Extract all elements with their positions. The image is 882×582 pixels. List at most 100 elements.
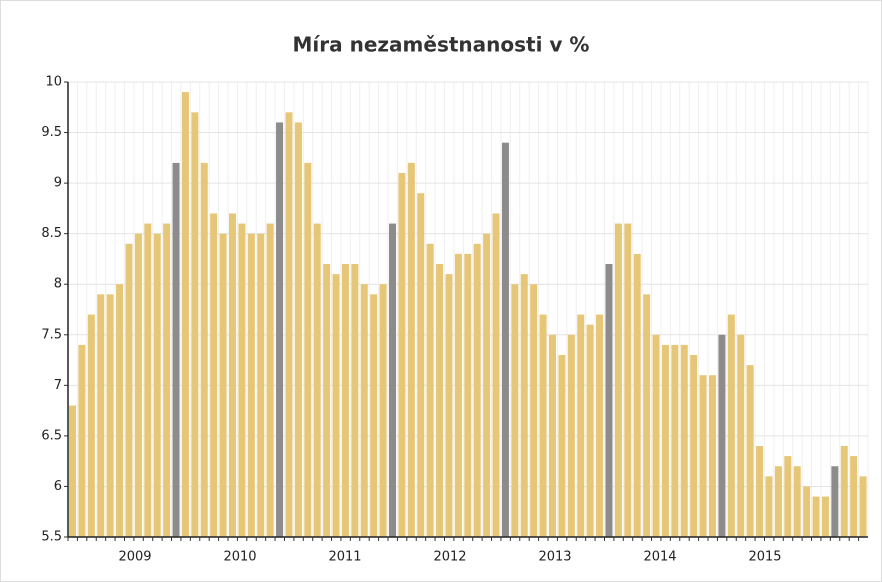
bar (454, 253, 462, 537)
bar (313, 223, 321, 538)
bar (153, 233, 161, 537)
bar (840, 446, 848, 537)
bar (596, 314, 604, 537)
bar (784, 456, 792, 537)
bar (690, 355, 698, 537)
y-tick-label: 9 (54, 176, 62, 191)
bar (229, 213, 237, 537)
bar (473, 243, 481, 537)
bar (116, 284, 124, 537)
bar (567, 334, 575, 537)
bar (718, 334, 726, 537)
bar (709, 375, 717, 537)
bar (304, 162, 312, 537)
bar (483, 233, 491, 537)
bar (247, 233, 255, 537)
bar (360, 284, 368, 537)
bar (106, 294, 114, 537)
y-tick-label: 10 (45, 75, 62, 90)
bar (624, 223, 632, 538)
bar (323, 264, 331, 537)
bar (746, 365, 754, 537)
bar (266, 223, 274, 538)
bar (389, 223, 397, 538)
bar (699, 375, 707, 537)
bar (492, 213, 500, 537)
x-tick-label: 2011 (328, 550, 361, 565)
bar (285, 112, 293, 537)
bar (577, 314, 585, 537)
x-tick-label: 2012 (433, 550, 466, 565)
bar (539, 314, 547, 537)
bar (803, 486, 811, 537)
bar (558, 355, 566, 537)
bar (614, 223, 622, 538)
bar (257, 233, 265, 537)
bar (69, 405, 77, 537)
bar (850, 456, 858, 537)
bar (586, 324, 594, 537)
bar (859, 476, 867, 537)
bar (276, 122, 284, 537)
bar (774, 466, 782, 537)
bar (294, 122, 302, 537)
bar (172, 162, 180, 537)
bar (501, 142, 509, 537)
bar (134, 233, 142, 537)
bar (756, 446, 764, 537)
bar (661, 344, 669, 537)
bar (181, 92, 189, 537)
bar (163, 223, 171, 538)
bar (671, 344, 679, 537)
bar (210, 213, 218, 537)
bar (530, 284, 538, 537)
bar (511, 284, 519, 537)
y-tick-label: 9.5 (41, 125, 62, 140)
y-tick-label: 7 (54, 378, 62, 393)
bar (78, 344, 86, 537)
y-tick-label: 6.5 (41, 428, 62, 443)
bar (727, 314, 735, 537)
bar (370, 294, 378, 537)
y-tick-label: 5.5 (41, 530, 62, 545)
bar (200, 162, 208, 537)
bar (238, 223, 246, 538)
bar (351, 264, 359, 537)
bar (426, 243, 434, 537)
y-tick-label: 6 (54, 479, 62, 494)
bar (219, 233, 227, 537)
bar (633, 253, 641, 537)
bar (605, 264, 613, 537)
x-tick-label: 2014 (643, 550, 676, 565)
bar (643, 294, 651, 537)
bar (821, 496, 829, 537)
bar (144, 223, 152, 538)
bar (765, 476, 773, 537)
bar (436, 264, 444, 537)
bar (464, 253, 472, 537)
bar (652, 334, 660, 537)
bar (445, 274, 453, 537)
chart-title: Míra nezaměstnanosti v % (293, 33, 590, 57)
y-tick-label: 8.5 (41, 226, 62, 241)
bar (332, 274, 340, 537)
bar (812, 496, 820, 537)
bar (125, 243, 133, 537)
bar (737, 334, 745, 537)
bar (87, 314, 95, 537)
bar (379, 284, 387, 537)
bar (793, 466, 801, 537)
x-tick-label: 2010 (223, 550, 256, 565)
bar (831, 466, 839, 537)
bar (520, 274, 528, 537)
x-tick-label: 2009 (118, 550, 151, 565)
bar (191, 112, 199, 537)
y-tick-label: 8 (54, 277, 62, 292)
bar (549, 334, 557, 537)
bar (417, 193, 425, 537)
bar (341, 264, 349, 537)
bar (398, 173, 406, 537)
bar (680, 344, 688, 537)
y-tick-label: 7.5 (41, 327, 62, 342)
